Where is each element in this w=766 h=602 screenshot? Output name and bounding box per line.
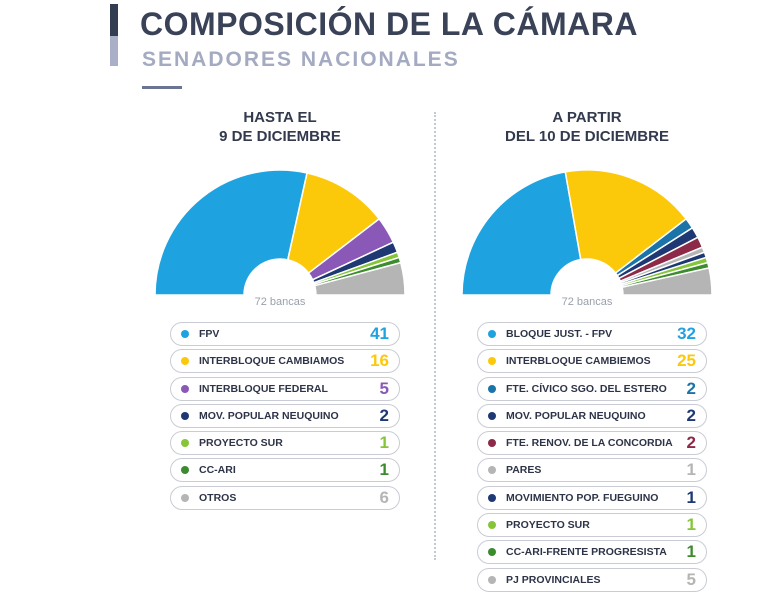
legend-value: 41 <box>370 324 389 343</box>
legend-item: PJ PROVINCIALES 5 <box>477 567 707 592</box>
page-title: COMPOSICIÓN DE LA CÁMARA <box>140 6 638 42</box>
legend-color-dot <box>181 466 189 475</box>
legend-color-dot <box>488 466 496 475</box>
legend-item: PROYECTO SUR 1 <box>477 513 707 538</box>
chart-title-line: A PARTIR <box>552 109 622 126</box>
legend-value: 6 <box>379 487 389 507</box>
legend-value: 2 <box>686 405 696 425</box>
semicircle-chart <box>462 169 712 296</box>
legend-value: 1 <box>379 433 389 453</box>
legend-item: INTERBLOQUE FEDERAL 5 <box>170 376 400 401</box>
legend-value: 16 <box>370 351 389 371</box>
legend-value: 5 <box>686 569 696 589</box>
legend-color-dot <box>181 493 189 502</box>
page-subtitle: SENADORES NACIONALES <box>142 48 460 71</box>
title-underline <box>142 86 182 89</box>
legend-label: INTERBLOQUE FEDERAL <box>199 382 328 395</box>
legend-item: CC-ARI 1 <box>170 458 400 483</box>
chart-legend: BLOQUE JUST. - FPV 32 INTERBLOQUE CAMBIEMO… <box>477 322 707 595</box>
legend-color-dot <box>488 575 496 584</box>
chart-title: HASTA EL 9 DE DICIEMBRE <box>155 108 405 146</box>
title-accent-bar <box>110 4 118 66</box>
legend-label: BLOQUE JUST. - FPV <box>506 328 613 340</box>
pie-slice <box>155 169 308 296</box>
legend-item: INTERBLOQUE CAMBIAMOS 16 <box>170 349 400 374</box>
legend-color-dot <box>488 384 496 393</box>
legend-label: CC-ARI <box>199 464 236 477</box>
legend-item: MOV. POPULAR NEUQUINO 2 <box>477 403 707 428</box>
chart-title-line: HASTA EL <box>243 109 317 126</box>
legend-label: CC-ARI-FRENTE PROGRESISTA <box>506 546 667 559</box>
legend-item: FTE. CÍVICO SGO. DEL ESTERO 2 <box>477 376 707 401</box>
panel-divider <box>434 112 436 560</box>
legend-color-dot <box>488 521 496 530</box>
legend-label: PARES <box>506 464 542 477</box>
pie-slice <box>313 261 405 296</box>
legend-label: FTE. CÍVICO SGO. DEL ESTERO <box>506 382 667 395</box>
chart-title-line: 9 DE DICIEMBRE <box>219 128 341 145</box>
total-seats-label: 72 bancas <box>254 296 306 308</box>
legend-color-dot <box>488 439 496 448</box>
legend-color-dot <box>488 493 496 502</box>
legend-label: MOV. POPULAR NEUQUINO <box>199 409 339 422</box>
legend-label: OTROS <box>199 491 237 504</box>
pie-slice <box>564 169 688 275</box>
legend-item: OTROS 6 <box>170 485 400 510</box>
semicircle-chart <box>155 169 405 296</box>
legend-color-dot <box>181 330 189 338</box>
total-seats-label: 72 bancas <box>561 296 613 308</box>
legend-item: FTE. RENOV. DE LA CONCORDIA 2 <box>477 431 707 456</box>
legend-color-dot <box>181 384 189 393</box>
legend-value: 1 <box>686 515 696 535</box>
legend-label: MOV. POPULAR NEUQUINO <box>506 409 646 422</box>
legend-value: 1 <box>686 460 696 480</box>
legend-color-dot <box>488 330 496 338</box>
legend-value: 2 <box>686 433 696 453</box>
legend-label: PJ PROVINCIALES <box>506 573 601 586</box>
legend-value: 1 <box>379 460 389 480</box>
chart-title: A PARTIR DEL 10 DE DICIEMBRE <box>462 108 712 146</box>
chart-title-line: DEL 10 DE DICIEMBRE <box>505 128 669 145</box>
pie-slice <box>462 171 582 296</box>
legend-label: PROYECTO SUR <box>199 437 283 450</box>
legend-color-dot <box>181 411 189 420</box>
legend-item: CC-ARI-FRENTE PROGRESISTA 1 <box>477 540 707 565</box>
legend-item: PARES 1 <box>477 458 707 483</box>
legend-value: 5 <box>379 378 389 398</box>
legend-item: MOV. POPULAR NEUQUINO 2 <box>170 403 400 428</box>
legend-value: 25 <box>677 351 696 371</box>
legend-value: 32 <box>677 324 696 343</box>
legend-label: PROYECTO SUR <box>506 519 590 532</box>
legend-item: FPV 41 <box>170 322 400 346</box>
legend-color-dot <box>181 357 189 366</box>
legend-color-dot <box>488 411 496 420</box>
legend-color-dot <box>488 357 496 366</box>
legend-item: BLOQUE JUST. - FPV 32 <box>477 322 707 346</box>
legend-value: 1 <box>686 487 696 507</box>
legend-item: PROYECTO SUR 1 <box>170 431 400 456</box>
legend-value: 2 <box>379 405 389 425</box>
legend-label: INTERBLOQUE CAMBIAMOS <box>199 355 345 368</box>
legend-item: MOVIMIENTO POP. FUEGUINO 1 <box>477 485 707 510</box>
legend-item: INTERBLOQUE CAMBIEMOS 25 <box>477 349 707 374</box>
pie-slice <box>621 267 712 296</box>
legend-label: FTE. RENOV. DE LA CONCORDIA <box>506 437 673 450</box>
legend-label: FPV <box>199 328 220 340</box>
chart-legend: FPV 41 INTERBLOQUE CAMBIAMOS 16 INTERBLOQUE … <box>170 322 400 513</box>
legend-value: 1 <box>686 542 696 562</box>
legend-value: 2 <box>686 378 696 398</box>
legend-color-dot <box>488 548 496 557</box>
legend-label: INTERBLOQUE CAMBIEMOS <box>506 355 651 368</box>
legend-label: MOVIMIENTO POP. FUEGUINO <box>506 491 659 504</box>
legend-color-dot <box>181 439 189 448</box>
